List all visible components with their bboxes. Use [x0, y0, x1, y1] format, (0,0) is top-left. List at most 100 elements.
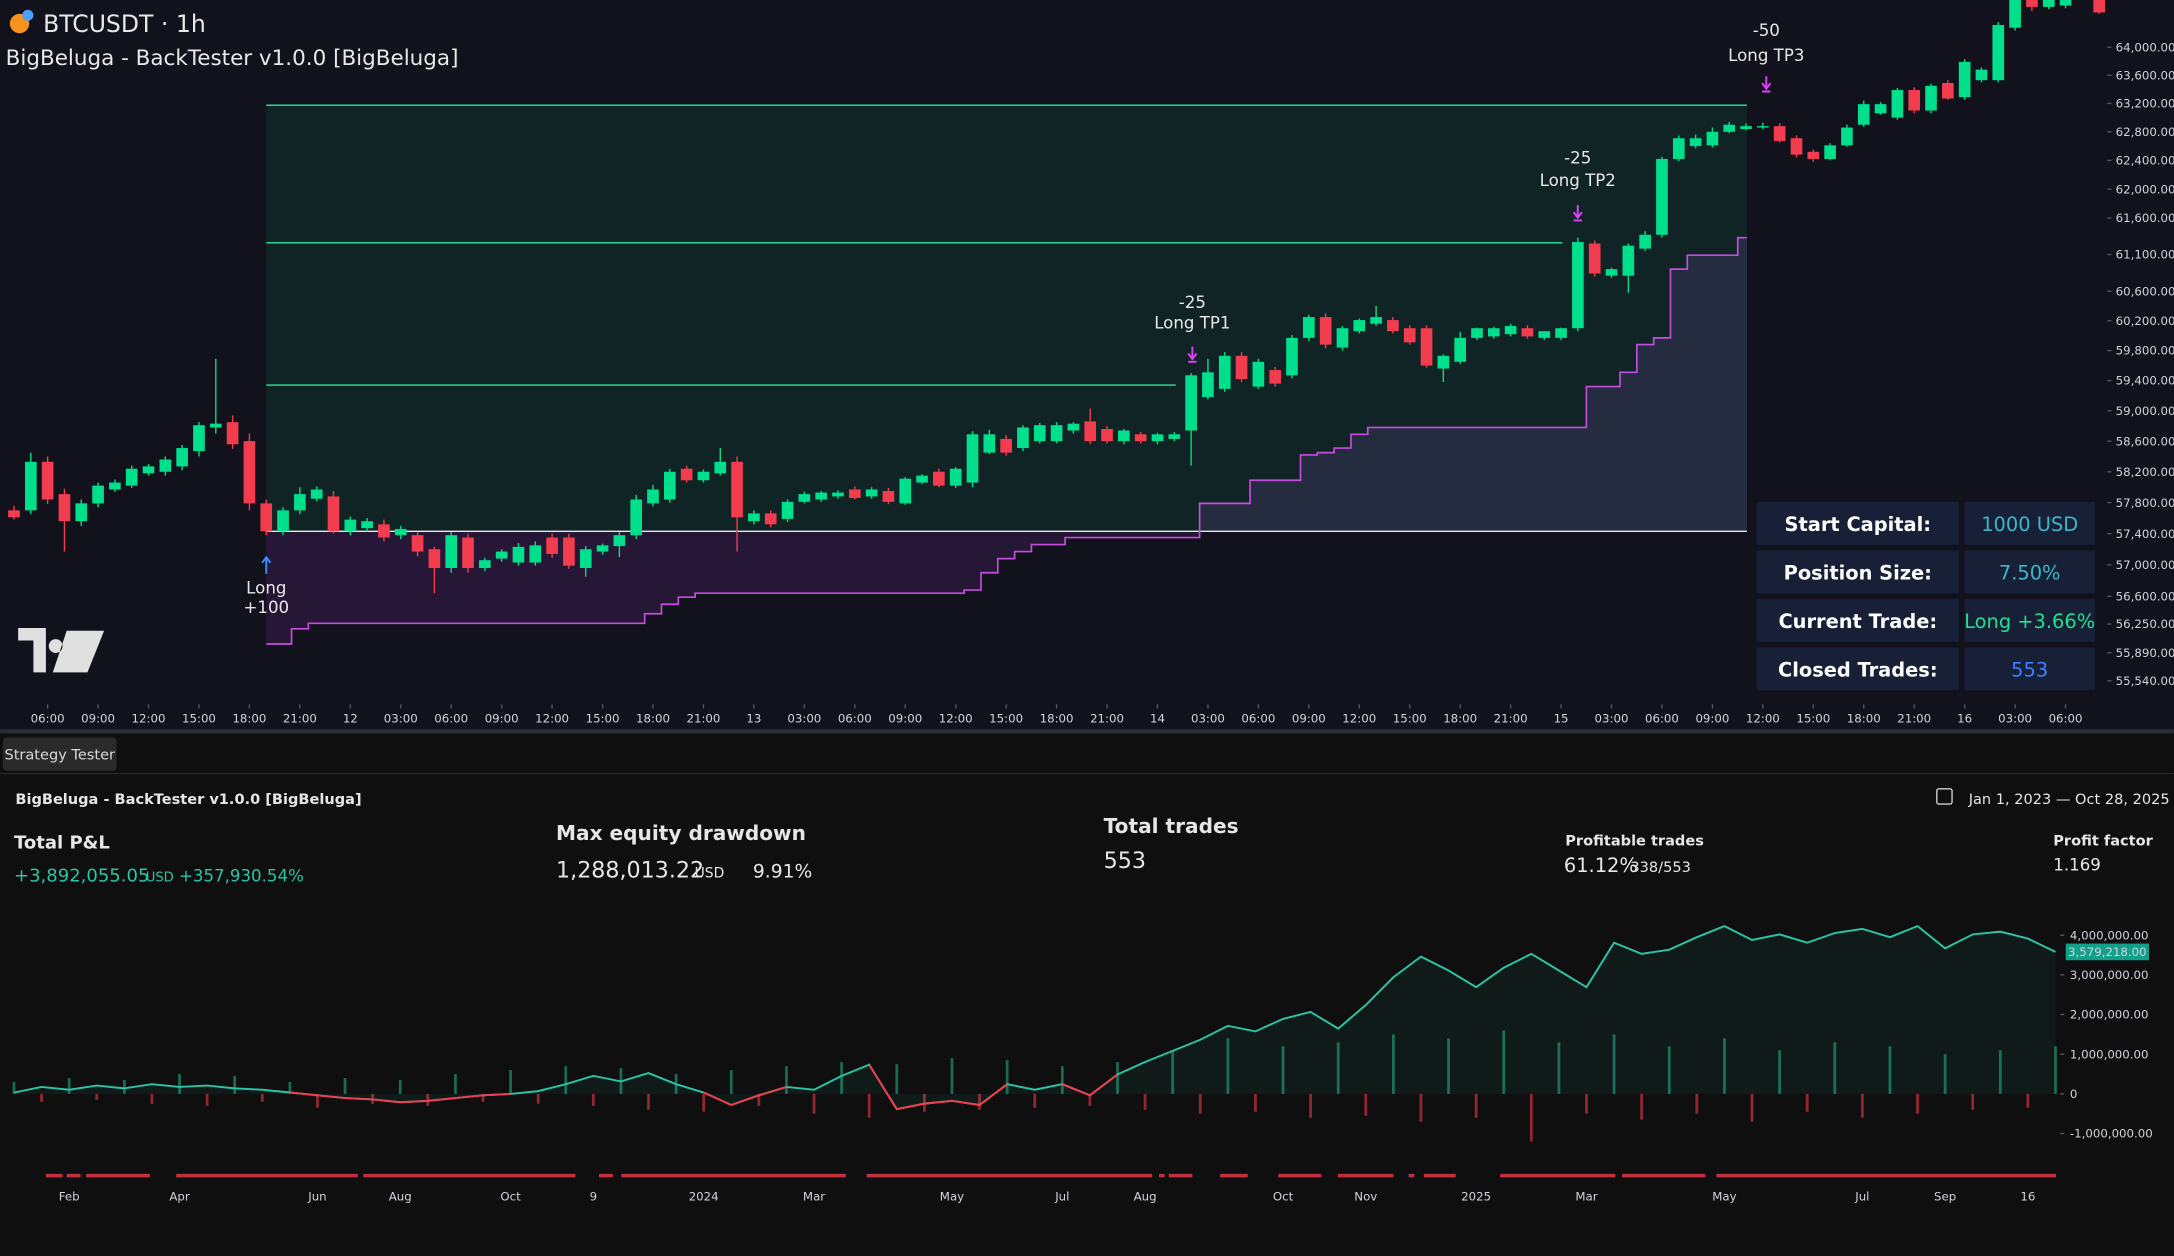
- drawdown-segment: [951, 1099, 980, 1106]
- candle-body: [1084, 421, 1097, 442]
- candle-body: [1622, 245, 1635, 276]
- tab-label[interactable]: Strategy Tester: [4, 747, 115, 764]
- table-cell: [1756, 550, 1959, 594]
- x-tick-label: Aug: [389, 1190, 412, 1204]
- trade-bar: [205, 1093, 209, 1106]
- trade-bar: [122, 1080, 126, 1094]
- symbol: BTCUSDT · 1h: [43, 10, 206, 38]
- x-tick-label: Jul: [1054, 1190, 1069, 1204]
- trade-bar: [316, 1093, 319, 1108]
- trade-label: Long TP1: [1154, 314, 1230, 333]
- trade-bar: [1309, 1093, 1312, 1118]
- candle-body: [142, 466, 155, 474]
- trade-bar: [95, 1093, 99, 1100]
- trade-bar: [702, 1093, 706, 1112]
- calendar-icon[interactable]: [1936, 788, 1953, 805]
- candle-body: [1538, 331, 1551, 338]
- x-tick-label: 09:00: [1695, 711, 1729, 725]
- trade-bar: [1750, 1093, 1754, 1122]
- trade-bar: [2026, 1093, 2030, 1108]
- stat-title: Max equity drawdown: [556, 821, 806, 845]
- x-tick-label: 21:00: [1494, 711, 1528, 725]
- candle-body: [327, 496, 340, 532]
- candle-body: [1269, 370, 1282, 384]
- x-tick-label: 12:00: [939, 711, 973, 725]
- candle-body: [1454, 337, 1466, 362]
- trade-bar: [1833, 1042, 1837, 1094]
- entry-arrow: [261, 555, 272, 574]
- candle-body: [226, 422, 239, 445]
- y-tick-label: 56,600.00: [2116, 590, 2174, 604]
- trade-bar: [1060, 1066, 1064, 1094]
- candle-body: [1874, 104, 1887, 114]
- trade-bar: [840, 1062, 844, 1094]
- candle-body: [125, 468, 138, 486]
- x-tick-label: 2024: [689, 1190, 719, 1204]
- date-range[interactable]: Jan 1, 2023 — Oct 28, 2025: [1968, 791, 2170, 808]
- drawdown-segment: [703, 1091, 732, 1106]
- stat-ratio: 338/553: [1630, 859, 1690, 876]
- y-tick-label: 3,000,000.00: [2070, 968, 2149, 982]
- candle-body: [1672, 138, 1685, 159]
- table-label: Position Size:: [1784, 561, 1932, 584]
- candle-body: [159, 459, 172, 472]
- candle-body: [1134, 434, 1147, 442]
- candle-body: [579, 549, 592, 569]
- candle-body: [1420, 328, 1433, 366]
- candle-body: [1252, 361, 1265, 387]
- drawdown-segment: [868, 1064, 898, 1110]
- trade-bar: [1474, 1093, 1478, 1118]
- trade-bar: [509, 1070, 512, 1094]
- x-tick-label: Jul: [1854, 1190, 1869, 1204]
- candle-body: [1908, 90, 1921, 111]
- candle-body: [933, 471, 945, 486]
- stat-value: 553: [1104, 848, 1146, 874]
- x-tick-label: 15: [1554, 711, 1569, 725]
- tab[interactable]: [2, 737, 117, 771]
- candle-body: [41, 461, 54, 500]
- candle-body: [748, 513, 760, 522]
- trade-bar: [564, 1066, 568, 1094]
- trade-bar: [12, 1082, 16, 1094]
- x-tick-label: Jun: [307, 1190, 326, 1204]
- drawdown-segment: [400, 1099, 428, 1104]
- trade-bar: [1364, 1093, 1368, 1116]
- trade-bar: [950, 1058, 954, 1094]
- trade-bar: [1529, 1093, 1533, 1142]
- candle-body: [630, 499, 643, 536]
- table-cell: [1756, 598, 1959, 642]
- candle-body: [1723, 124, 1736, 132]
- stat-percent: +357,930.54%: [179, 867, 304, 886]
- candle-body: [58, 494, 71, 522]
- trade-bar: [288, 1082, 292, 1094]
- trade-label: Long TP3: [1728, 46, 1804, 65]
- trade-bar: [1254, 1093, 1257, 1112]
- y-tick-label: 57,000.00: [2116, 558, 2174, 572]
- candle-body: [277, 510, 289, 532]
- candle-body: [2026, 0, 2038, 7]
- x-tick-label: 06:00: [31, 711, 65, 725]
- candle-body: [1471, 328, 1483, 338]
- trade-bar: [1971, 1093, 1975, 1110]
- candle-body: [764, 513, 777, 525]
- candle-body: [680, 468, 693, 481]
- trade-bar: [1585, 1093, 1588, 1114]
- equity-area: [13, 926, 2056, 1110]
- candle-body: [1521, 328, 1534, 337]
- x-tick-label: Oct: [500, 1190, 521, 1204]
- trade-bar: [1502, 1030, 1506, 1094]
- x-tick-label: 18:00: [1040, 711, 1074, 725]
- tv-logo: [18, 628, 105, 673]
- y-tick-label: 61,100.00: [2116, 248, 2174, 262]
- strategy-name: BigBeluga - BackTester v1.0.0 [BigBeluga…: [15, 791, 361, 808]
- table-label: Start Capital:: [1785, 513, 1932, 536]
- x-tick-label: Mar: [803, 1190, 825, 1204]
- table-cell: [1964, 501, 2095, 545]
- x-tick-label: 06:00: [434, 711, 468, 725]
- trade-bar: [1005, 1060, 1009, 1094]
- y-tick-label: 62,000.00: [2116, 182, 2174, 196]
- x-tick-label: 06:00: [1241, 711, 1275, 725]
- x-tick-label: 16: [1957, 711, 1972, 725]
- trade-bar: [2054, 1046, 2057, 1094]
- candle-body: [1151, 434, 1164, 442]
